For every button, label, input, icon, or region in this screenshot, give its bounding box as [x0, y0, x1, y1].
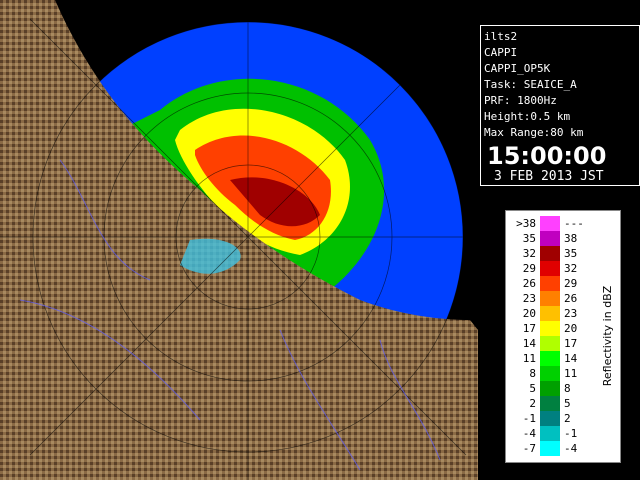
legend-low: 5 [529, 382, 536, 395]
legend-low: 23 [523, 292, 536, 305]
legend-low: 14 [523, 337, 537, 350]
date: 3 FEB 2013 JST [494, 169, 604, 184]
legend-box [505, 210, 621, 463]
info-line: Task: SEAICE_A [484, 78, 577, 91]
legend-high: -1 [564, 427, 577, 440]
legend-high: 35 [564, 247, 577, 260]
legend-high: 32 [564, 262, 577, 275]
clutter [180, 238, 241, 274]
legend-swatch [540, 321, 560, 336]
legend-high: 5 [564, 397, 571, 410]
legend-high: 26 [564, 292, 577, 305]
legend-swatch [540, 246, 560, 261]
legend-high: 11 [564, 367, 577, 380]
legend-swatch [540, 276, 560, 291]
legend-low: 8 [529, 367, 536, 380]
range-rings [0, 0, 478, 480]
time: 15:00:00 [487, 142, 606, 170]
radar-map [0, 0, 478, 480]
legend-swatch [540, 396, 560, 411]
legend-low: 35 [523, 232, 536, 245]
legend-swatch [540, 411, 560, 426]
info-line: CAPPI_OP5K [484, 62, 551, 75]
legend-high: -4 [564, 442, 578, 455]
legend-high: 20 [564, 322, 577, 335]
legend-low: -4 [523, 427, 537, 440]
legend-swatch [540, 351, 560, 366]
legend-low: 17 [523, 322, 536, 335]
legend-low: -7 [523, 442, 536, 455]
info-box [480, 25, 640, 186]
legend-swatch [540, 291, 560, 306]
legend-swatch [540, 441, 560, 456]
echo-core [230, 177, 320, 227]
legend-low: 20 [523, 307, 536, 320]
legend-high: 38 [564, 232, 577, 245]
info-line: CAPPI [484, 46, 517, 59]
legend-high: 23 [564, 307, 577, 320]
info-line: ilts2 [484, 30, 517, 43]
legend-swatch [540, 231, 560, 246]
legend-swatch [540, 261, 560, 276]
legend-high: --- [564, 217, 584, 230]
legend-low: -1 [523, 412, 536, 425]
legend-swatch [540, 381, 560, 396]
legend-swatch [540, 216, 560, 231]
legend-high: 29 [564, 277, 577, 290]
legend-swatch [540, 336, 560, 351]
land [0, 0, 478, 480]
legend-low: 29 [523, 262, 536, 275]
legend-low: 32 [523, 247, 536, 260]
legend-low: 11 [523, 352, 536, 365]
legend-high: 2 [564, 412, 571, 425]
info-line: PRF: 1800Hz [484, 94, 557, 107]
legend-high: 14 [564, 352, 578, 365]
legend-swatch [540, 306, 560, 321]
legend-high: 8 [564, 382, 571, 395]
info-line: Height:0.5 km [484, 110, 570, 123]
rivers [19, 159, 441, 471]
legend-low: 26 [523, 277, 536, 290]
legend-low: >38 [516, 217, 536, 230]
legend-title: Reflectivity in dBZ [601, 285, 614, 386]
legend-swatch [540, 366, 560, 381]
legend-low: 2 [529, 397, 536, 410]
legend-high: 17 [564, 337, 577, 350]
legend-swatch [540, 426, 560, 441]
info-line: Max Range:80 km [484, 126, 584, 139]
